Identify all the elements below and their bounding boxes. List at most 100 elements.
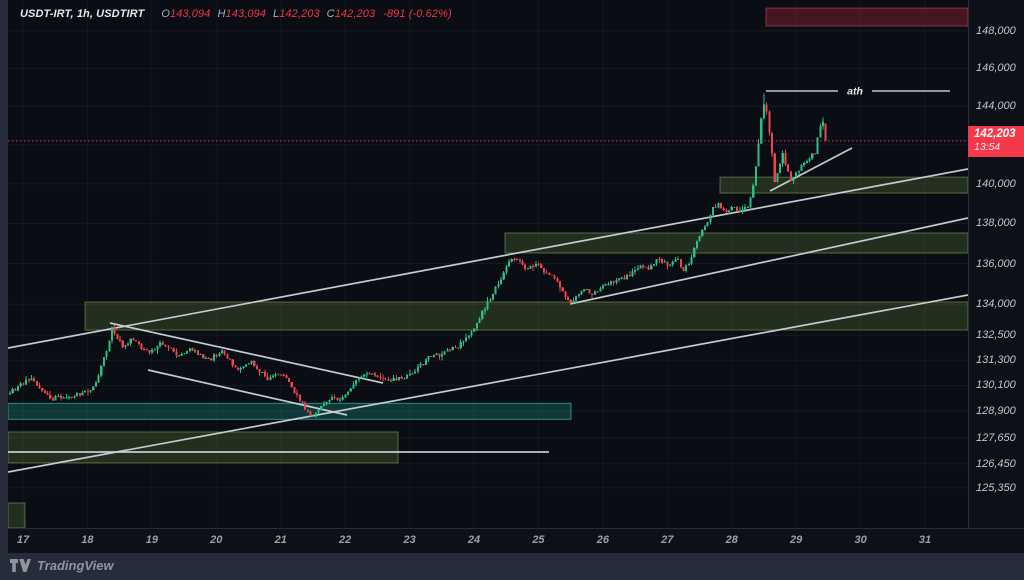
candle-down [449, 349, 452, 351]
candle-down [298, 395, 301, 402]
last-price-label[interactable]: 142,203 13:54 [968, 125, 1024, 157]
candle-down [309, 411, 312, 417]
candle-down [545, 272, 548, 274]
candle-up [800, 165, 803, 171]
candle-up [483, 309, 486, 311]
low-label: L [272, 8, 280, 20]
candle-down [145, 349, 148, 351]
candle-up [389, 380, 393, 382]
demand-zone-127k[interactable] [8, 431, 399, 464]
candle-up [156, 345, 159, 350]
candle-up [808, 158, 811, 161]
candle-up [159, 342, 162, 346]
candle-down [770, 132, 774, 154]
candle-up [795, 172, 798, 178]
rising-trendline-mid[interactable] [569, 217, 968, 305]
descending-channel-lower[interactable] [147, 369, 348, 416]
candle-down [379, 376, 382, 378]
price-chart-canvas[interactable]: ath [8, 0, 968, 528]
candle-up [363, 374, 366, 377]
candle-up [749, 197, 752, 208]
candle-up [339, 399, 342, 401]
candle-up [19, 383, 22, 386]
candle-up [741, 209, 744, 212]
candle-down [196, 350, 199, 356]
rising-trendline-major[interactable] [8, 168, 968, 349]
demand-zone-137k[interactable] [504, 232, 968, 254]
candle-down [140, 344, 143, 350]
candle-down [588, 288, 591, 294]
candle-up [242, 366, 245, 369]
price-tick-label: 144,000 [976, 100, 1016, 113]
candle-down [113, 327, 116, 335]
time-tick-label: 30 [854, 534, 867, 546]
candle-up [489, 299, 492, 302]
candle-up [218, 353, 221, 357]
candle-down [400, 377, 403, 379]
candle-up [580, 291, 583, 295]
candle-up [634, 269, 637, 272]
rising-trendline-lower[interactable] [8, 294, 968, 473]
chart-pane[interactable]: ath USDT-IRT, 1h, USDTIRT O143,094 H143,09… [8, 0, 968, 528]
supply-zone-148k[interactable] [765, 7, 968, 27]
candle-up [577, 294, 580, 297]
candle-down [296, 393, 299, 396]
price-tick-label: 130,100 [976, 379, 1016, 392]
candle-up [76, 393, 79, 396]
symbol-title[interactable]: USDT-IRT, 1h, USDTIRT [20, 8, 145, 20]
candle-down [787, 164, 790, 172]
candle-up [153, 349, 156, 351]
rising-trendline-short[interactable] [769, 147, 853, 192]
candle-up [110, 327, 114, 341]
candle-up [816, 137, 819, 154]
candle-down [231, 359, 234, 366]
time-tick-label: 28 [725, 534, 738, 546]
candle-down [714, 207, 717, 209]
candle-up [357, 377, 360, 380]
candle-up [355, 379, 358, 385]
descending-channel-upper[interactable] [109, 322, 384, 384]
price-tick-label: 140,000 [976, 177, 1016, 190]
candle-up [687, 264, 690, 266]
candle-up [575, 296, 578, 301]
candle-up [677, 258, 680, 260]
candle-up [199, 354, 202, 356]
candle-down [306, 409, 309, 412]
candle-down [27, 379, 30, 381]
candle-up [320, 406, 323, 410]
candle-up [467, 335, 470, 338]
candle-up [100, 366, 103, 376]
candle-up [534, 264, 537, 267]
candle-up [781, 152, 784, 164]
last-price-value: 142,203 [974, 127, 1016, 140]
candle-up [435, 353, 438, 355]
candle-up [17, 385, 20, 391]
candle-down [86, 390, 89, 392]
time-axis[interactable]: 17 18 19 20 21 22 23 24 25 26 27 28 29 30 31 [8, 528, 1024, 553]
ath-annotation[interactable]: ath [766, 86, 950, 98]
candle-up [752, 185, 755, 198]
candle-down [253, 361, 256, 366]
candle-down [516, 258, 519, 260]
ohlc-legend: USDT-IRT, 1h, USDTIRT O143,094 H143,094 L14… [20, 8, 452, 20]
candle-down [567, 297, 570, 301]
demand-zone-133k[interactable] [84, 301, 968, 331]
candle-up [312, 415, 315, 417]
candle-down [376, 375, 379, 377]
candle-up [271, 375, 275, 378]
candle-down [784, 152, 787, 165]
candle-down [644, 266, 647, 268]
candle-up [674, 259, 677, 262]
candle-up [803, 162, 806, 166]
candle-up [609, 281, 613, 284]
demand-zone-124k[interactable] [8, 502, 26, 528]
demand-zone-129k[interactable] [8, 402, 572, 420]
demand-zone-140k[interactable] [719, 176, 968, 194]
candle-down [553, 275, 556, 279]
price-axis[interactable]: 148,000 146,000 144,000 140,000 138,000 136,0… [968, 0, 1024, 528]
time-tick-label: 18 [81, 534, 94, 546]
candle-down [143, 349, 146, 350]
tradingview-logo[interactable]: TradingView [10, 556, 114, 574]
candle-up [30, 378, 33, 381]
candle-up [615, 280, 618, 283]
